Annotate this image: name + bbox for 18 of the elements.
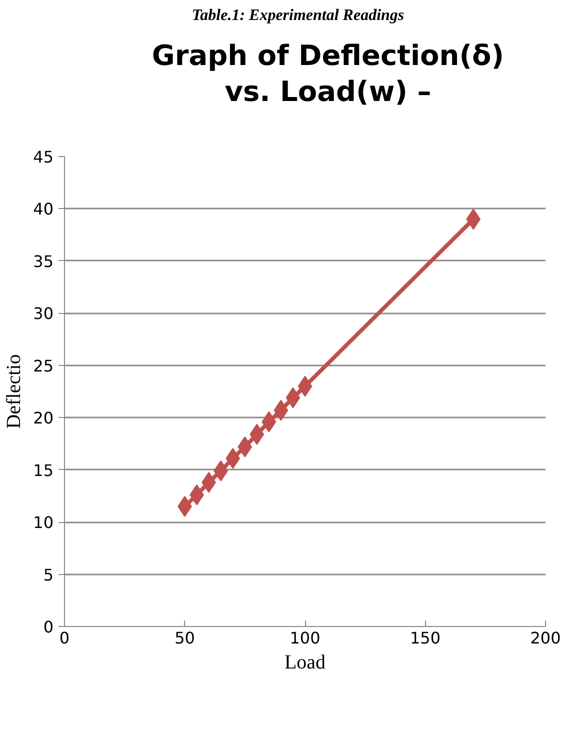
y-axis-title: Deflectio bbox=[3, 354, 26, 428]
x-tick-label: 100 bbox=[290, 628, 320, 648]
y-tick-label: 35 bbox=[33, 252, 54, 271]
y-tick-label: 30 bbox=[33, 304, 54, 323]
y-tick-label: 45 bbox=[33, 147, 54, 166]
x-tick-label: 150 bbox=[410, 628, 441, 648]
y-tick-label: 5 bbox=[43, 564, 54, 584]
x-tick-label: 0 bbox=[59, 628, 70, 648]
x-tick-label: 50 bbox=[174, 628, 195, 648]
y-tick-label: 40 bbox=[33, 199, 54, 218]
text: Table.1: Experimental Readings bbox=[192, 6, 404, 26]
y-tick-label: 20 bbox=[33, 408, 54, 428]
y-tick-label: 25 bbox=[33, 356, 54, 376]
y-tick-label: 15 bbox=[33, 460, 54, 480]
x-tick-label: 200 bbox=[530, 628, 561, 648]
chart-title: Graph of Deflection(δ) vs. Load(w) – bbox=[152, 38, 504, 110]
x-axis-title: Load bbox=[284, 651, 326, 674]
y-tick-label: 10 bbox=[33, 512, 54, 532]
